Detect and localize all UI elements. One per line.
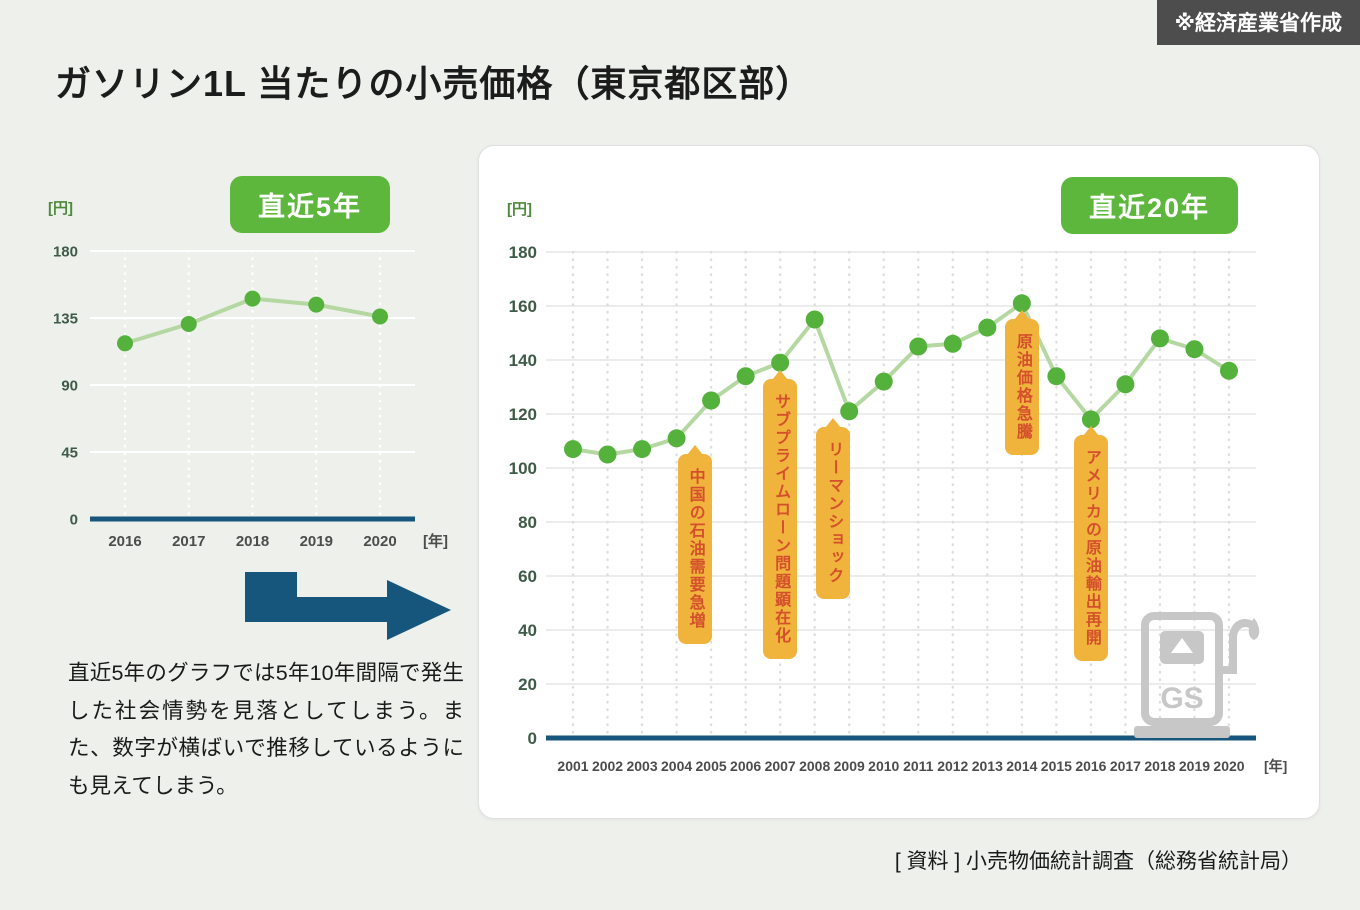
badge-recent-5-years: 直近5年 — [230, 176, 391, 233]
data-point — [1220, 361, 1238, 380]
data-point — [1081, 410, 1100, 429]
data-point — [840, 402, 859, 421]
data-point — [1150, 329, 1169, 348]
svg-text:45: 45 — [61, 444, 78, 461]
svg-text:2010: 2010 — [868, 758, 899, 774]
svg-text:2018: 2018 — [236, 533, 269, 550]
svg-text:2017: 2017 — [1110, 758, 1141, 774]
data-point — [1047, 367, 1066, 386]
chart-card: 0 20 40 60 80 100 120 140 160 180 2001 2002 2003 2004… — [478, 145, 1320, 819]
svg-text:60: 60 — [518, 567, 537, 586]
transition-arrow-icon — [245, 572, 451, 640]
svg-text:40: 40 — [518, 621, 537, 640]
y-axis-unit-right: [円] — [507, 201, 532, 218]
svg-text:90: 90 — [61, 377, 78, 394]
data-point — [805, 310, 824, 329]
gas-station-label: GS — [1160, 682, 1203, 715]
svg-text:100: 100 — [509, 459, 537, 478]
svg-text:140: 140 — [509, 351, 537, 370]
svg-text:135: 135 — [53, 310, 78, 327]
svg-text:2019: 2019 — [1179, 758, 1210, 774]
svg-text:2017: 2017 — [172, 533, 205, 550]
data-point — [874, 372, 893, 391]
gas-station-icon: GS — [1134, 612, 1260, 738]
svg-text:2001: 2001 — [557, 758, 588, 774]
svg-text:2019: 2019 — [300, 533, 333, 550]
svg-text:2002: 2002 — [592, 758, 623, 774]
svg-text:20: 20 — [518, 675, 537, 694]
data-point — [1185, 340, 1204, 359]
data-point — [633, 440, 652, 459]
y-axis-unit-left: [円] — [48, 200, 73, 217]
page-title: ガソリン1L 当たりの小売価格（東京都区部） — [55, 63, 813, 104]
line-chart-recent-5-years: 0 45 90 135 180 2016 2017 2018 2019 2020 [年] — [53, 243, 448, 550]
data-point — [978, 318, 997, 337]
caption-note: 直近5年のグラフでは5年10年間隔で発生した社会情勢を見落としてしまう。また、数… — [68, 661, 464, 798]
data-point — [308, 296, 325, 313]
svg-text:80: 80 — [518, 513, 537, 532]
badge-recent-20-years: 直近20年 — [1061, 177, 1239, 234]
svg-text:2018: 2018 — [1144, 758, 1175, 774]
svg-text:2020: 2020 — [1213, 758, 1244, 774]
svg-text:160: 160 — [509, 297, 537, 316]
source-note: [ 資料 ] 小売物価統計調査（総務省統計局） — [894, 850, 1302, 873]
data-point — [1116, 375, 1135, 394]
data-point — [372, 308, 388, 325]
svg-text:2011: 2011 — [903, 758, 934, 774]
data-point — [117, 335, 133, 352]
data-point — [771, 353, 790, 372]
data-point — [702, 391, 721, 410]
svg-text:2005: 2005 — [696, 758, 727, 774]
data-point — [667, 429, 686, 448]
data-point — [180, 315, 197, 332]
data-point — [1012, 294, 1031, 313]
data-point — [909, 337, 928, 356]
svg-text:2013: 2013 — [972, 758, 1003, 774]
svg-text:0: 0 — [70, 511, 78, 528]
data-point — [598, 445, 617, 464]
svg-text:2004: 2004 — [661, 758, 692, 774]
svg-text:0: 0 — [528, 729, 537, 748]
svg-text:[年]: [年] — [423, 532, 448, 550]
data-point — [564, 440, 582, 459]
data-point — [244, 290, 261, 307]
svg-text:120: 120 — [509, 405, 537, 424]
svg-text:180: 180 — [509, 243, 537, 262]
svg-text:2009: 2009 — [834, 758, 865, 774]
svg-text:2006: 2006 — [730, 758, 761, 774]
svg-text:2014: 2014 — [1006, 758, 1037, 774]
svg-text:2015: 2015 — [1041, 758, 1072, 774]
data-point — [736, 367, 755, 386]
svg-text:2008: 2008 — [799, 758, 830, 774]
svg-text:2003: 2003 — [626, 758, 657, 774]
svg-text:2012: 2012 — [937, 758, 968, 774]
svg-text:2016: 2016 — [108, 533, 141, 550]
svg-text:[年]: [年] — [1264, 758, 1287, 774]
data-point — [943, 334, 962, 353]
svg-text:180: 180 — [53, 243, 78, 260]
svg-text:2007: 2007 — [765, 758, 796, 774]
svg-text:2020: 2020 — [363, 533, 396, 550]
svg-text:2016: 2016 — [1075, 758, 1106, 774]
credit-badge: ※経済産業省作成 — [1156, 0, 1360, 45]
